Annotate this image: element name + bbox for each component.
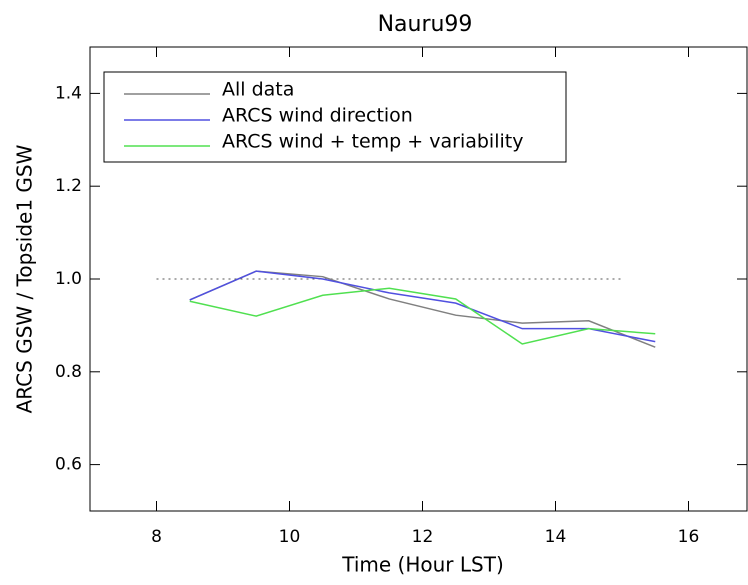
y-tick-label: 1.0: [55, 269, 82, 289]
x-tick-label: 14: [545, 527, 567, 547]
series-line: [189, 270, 656, 348]
y-tick-label: 0.6: [55, 455, 82, 475]
chart-title: Nauru99: [378, 12, 473, 37]
x-axis-label: Time (Hour LST): [341, 553, 504, 577]
series-line: [189, 270, 656, 343]
x-tick-label: 12: [412, 527, 434, 547]
series-line: [189, 287, 656, 345]
x-tick-label: 10: [279, 527, 301, 547]
legend-box: [103, 71, 567, 163]
x-tick-label: 8: [151, 527, 162, 547]
y-tick-label: 1.4: [55, 83, 82, 103]
y-tick-label: 1.2: [55, 176, 82, 196]
legend-label: All data: [222, 79, 294, 101]
legend-label: ARCS wind direction: [222, 105, 413, 127]
legend-label: ARCS wind + temp + variability: [222, 131, 523, 153]
y-axis-label: ARCS GSW / Topside1 GSW: [13, 144, 37, 413]
x-tick-label: 16: [678, 527, 700, 547]
y-tick-label: 0.8: [55, 362, 82, 382]
